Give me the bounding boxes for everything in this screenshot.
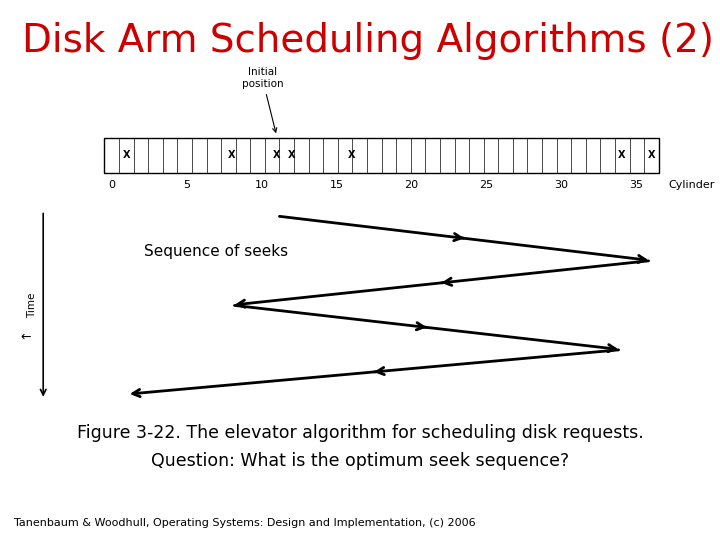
Text: X: X [647, 150, 655, 160]
Text: ←: ← [20, 331, 30, 344]
Text: 10: 10 [255, 180, 269, 190]
Text: Tanenbaum & Woodhull, Operating Systems: Design and Implementation, (c) 2006: Tanenbaum & Woodhull, Operating Systems:… [14, 518, 476, 528]
Text: Cylinder: Cylinder [668, 180, 714, 190]
Text: Question: What is the optimum seek sequence?: Question: What is the optimum seek seque… [151, 452, 569, 470]
Bar [269, 138, 284, 173]
Text: Time: Time [27, 293, 37, 318]
Bar [104, 138, 659, 173]
Text: 25: 25 [480, 180, 493, 190]
Text: Figure 3-22. The elevator algorithm for scheduling disk requests.: Figure 3-22. The elevator algorithm for … [76, 424, 644, 442]
Text: X: X [288, 150, 295, 160]
Text: 30: 30 [554, 180, 568, 190]
Text: Sequence of seeks: Sequence of seeks [144, 244, 288, 259]
Text: X: X [273, 150, 281, 160]
Text: 5: 5 [184, 180, 190, 190]
Text: X: X [618, 150, 625, 160]
Text: X: X [123, 150, 130, 160]
Text: 15: 15 [330, 180, 343, 190]
Text: 20: 20 [405, 180, 418, 190]
Text: Disk Arm Scheduling Algorithms (2): Disk Arm Scheduling Algorithms (2) [22, 22, 714, 59]
Text: X: X [348, 150, 356, 160]
Text: Initial
position: Initial position [241, 68, 283, 132]
Text: X: X [228, 150, 235, 160]
Text: 35: 35 [629, 180, 644, 190]
Text: 0: 0 [109, 180, 115, 190]
